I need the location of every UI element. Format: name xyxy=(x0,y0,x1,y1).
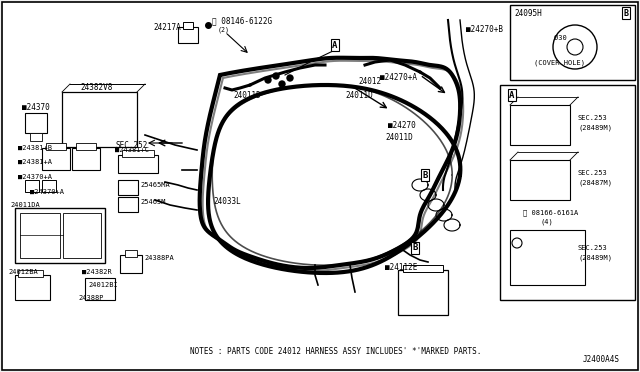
Text: (4): (4) xyxy=(540,219,553,225)
Text: SEC.253: SEC.253 xyxy=(578,245,608,251)
Bar xyxy=(125,250,137,257)
Text: (28489M): (28489M) xyxy=(578,125,612,131)
Text: SEC.253: SEC.253 xyxy=(578,115,608,121)
Bar xyxy=(122,150,154,157)
Bar xyxy=(15,208,105,263)
Bar xyxy=(25,180,39,192)
Bar xyxy=(30,133,42,141)
Text: J2400A4S: J2400A4S xyxy=(583,356,620,365)
Text: ■24382R: ■24382R xyxy=(82,269,112,275)
Text: ■24381+A: ■24381+A xyxy=(18,159,52,165)
Text: SEC.253: SEC.253 xyxy=(578,170,608,176)
Text: 24012BI: 24012BI xyxy=(88,282,118,288)
Text: 24011D: 24011D xyxy=(233,90,260,99)
Bar xyxy=(20,213,60,258)
Bar xyxy=(118,180,138,195)
Text: NOTES : PARTS CODE 24012 HARNESS ASSY INCLUDES' *'MARKED PARTS.: NOTES : PARTS CODE 24012 HARNESS ASSY IN… xyxy=(190,347,481,356)
Text: B: B xyxy=(412,244,418,253)
Text: ■24270: ■24270 xyxy=(388,121,416,129)
Bar xyxy=(183,22,193,29)
Text: ■24370+A: ■24370+A xyxy=(18,174,52,180)
Bar xyxy=(118,197,138,212)
Circle shape xyxy=(265,77,271,83)
Text: (2): (2) xyxy=(218,27,230,33)
Bar xyxy=(72,148,100,170)
Text: ■24270+B: ■24270+B xyxy=(466,26,503,35)
Text: ■24370: ■24370 xyxy=(22,103,50,112)
Text: ■24270+A: ■24270+A xyxy=(380,74,417,83)
Bar xyxy=(510,5,635,80)
Text: ■24112E: ■24112E xyxy=(385,263,417,273)
Bar xyxy=(18,270,43,277)
Bar xyxy=(42,180,56,192)
Text: 24382V8: 24382V8 xyxy=(80,83,113,92)
Text: ■24381+B: ■24381+B xyxy=(18,145,52,151)
Bar xyxy=(46,143,66,150)
Text: 25465MA: 25465MA xyxy=(140,182,170,188)
Text: (28487M): (28487M) xyxy=(578,180,612,186)
Text: A: A xyxy=(509,90,515,99)
Bar xyxy=(510,160,570,200)
Text: 24033L: 24033L xyxy=(213,198,241,206)
Bar xyxy=(120,255,142,273)
Text: (28489M): (28489M) xyxy=(578,255,612,261)
Text: (COVER HOLE): (COVER HOLE) xyxy=(534,60,586,66)
Bar xyxy=(62,92,137,147)
Bar xyxy=(85,278,115,300)
Text: 25465M: 25465M xyxy=(140,199,166,205)
Bar xyxy=(510,230,585,285)
Text: B: B xyxy=(623,9,628,17)
Text: 24388PA: 24388PA xyxy=(144,255,173,261)
Text: 24388P: 24388P xyxy=(78,295,104,301)
Circle shape xyxy=(273,73,279,79)
Bar xyxy=(118,155,158,173)
Text: 24095H: 24095H xyxy=(514,10,541,19)
Bar xyxy=(25,113,47,133)
Bar xyxy=(403,265,443,272)
Circle shape xyxy=(279,81,285,87)
Bar xyxy=(398,270,448,315)
Text: A: A xyxy=(332,41,338,49)
Bar xyxy=(15,275,50,300)
Circle shape xyxy=(287,75,293,81)
Text: ① 08166-6161A: ① 08166-6161A xyxy=(523,210,579,216)
Bar xyxy=(510,105,570,145)
Text: 24011D: 24011D xyxy=(345,90,372,99)
Text: 24012BA: 24012BA xyxy=(8,269,38,275)
Text: ③ 08146-6122G: ③ 08146-6122G xyxy=(212,16,272,26)
Text: ■24370+A: ■24370+A xyxy=(30,189,64,195)
Text: 24011D: 24011D xyxy=(385,134,413,142)
Text: 24217A: 24217A xyxy=(153,23,180,32)
Bar xyxy=(178,27,198,43)
Text: 24012: 24012 xyxy=(358,77,381,87)
Bar xyxy=(500,85,635,300)
Text: SEC.252: SEC.252 xyxy=(115,141,147,150)
Bar xyxy=(63,213,101,258)
Bar xyxy=(76,143,96,150)
Text: 24011DA: 24011DA xyxy=(10,202,40,208)
Bar xyxy=(42,148,70,170)
Text: ■24381+C: ■24381+C xyxy=(115,147,149,153)
Text: B: B xyxy=(422,170,428,180)
Text: Ø30: Ø30 xyxy=(554,35,566,41)
